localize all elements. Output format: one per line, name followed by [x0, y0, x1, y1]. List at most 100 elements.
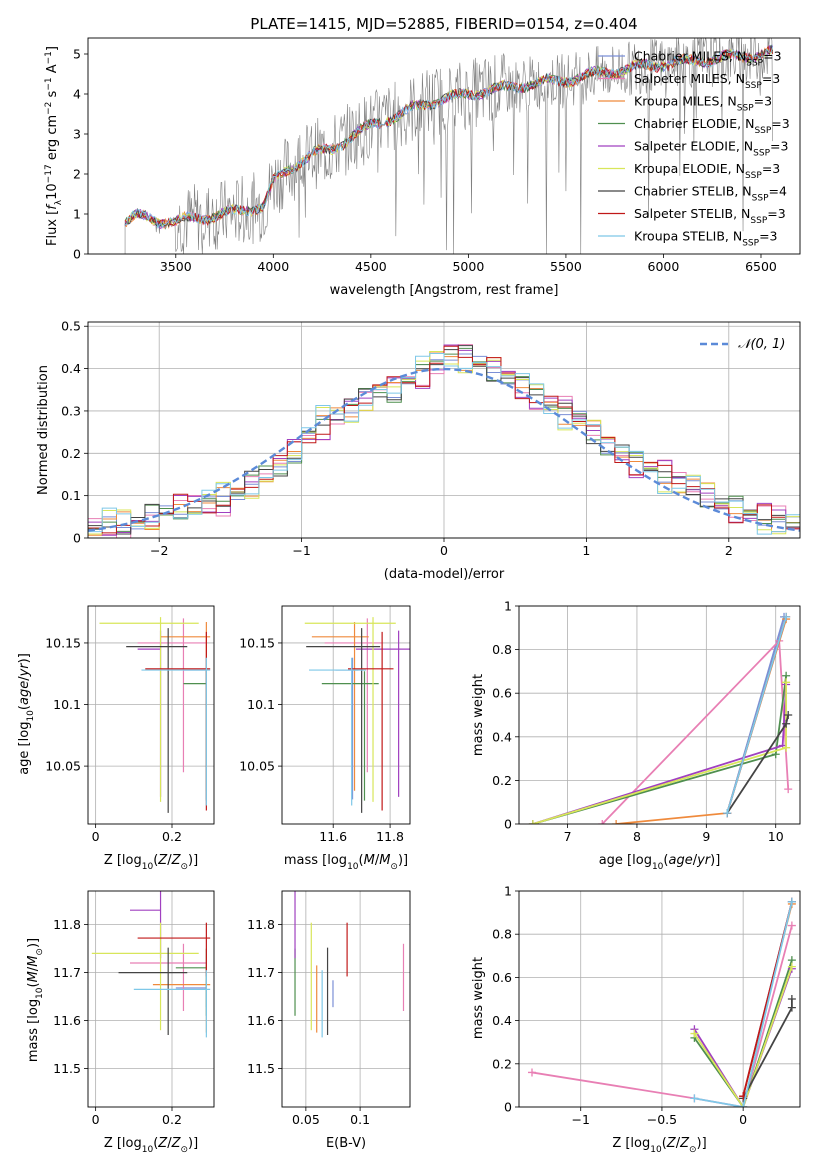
mass-weight-marker: [782, 743, 791, 752]
y-axis-label: mass weight: [471, 674, 486, 756]
chart-age-vs-z: 0 0.2 10.05 10.1 10.15 Z [log10(Z/Z⊙)] age [lo…: [17, 605, 215, 872]
mass-weight-line: [532, 682, 788, 824]
x-tick-label: 3500: [160, 259, 192, 274]
x-tick-label: 0: [92, 1112, 100, 1127]
x-axis-label: mass [log10(M/M⊙)]: [284, 853, 408, 872]
y-tick-label: 5: [73, 47, 81, 62]
plot-area: [99, 617, 211, 813]
axes-frame: [518, 890, 801, 1108]
x-axis-label: (data-model)/error: [384, 567, 505, 582]
mass-weight-marker: [782, 678, 791, 687]
y-tick-label: 0.6: [492, 686, 512, 701]
x-tick-label: 11.6: [319, 829, 347, 844]
axes-frame: [281, 605, 411, 825]
x-tick-label: 1: [582, 543, 590, 558]
x-axis-label: Z [log10(Z/Z⊙)]: [612, 1136, 706, 1155]
chart-residuals: −2 −1 0 1 2 0 0.1 0.2 0.3 0.4 0.5 (data-model)/erro…: [36, 319, 801, 582]
chart-mass-vs-z: 0 0.2 11.5 11.6 11.7 11.8 Z [log10(Z/Z⊙)] mass …: [26, 890, 215, 1155]
y-tick-label: 11.5: [247, 1061, 275, 1076]
mass-weight-line: [532, 684, 788, 824]
y-tick-label: 11.7: [247, 965, 275, 980]
mass-weight-marker: [787, 995, 796, 1003]
x-tick-label: 0: [739, 1112, 747, 1127]
plot-area: [304, 617, 410, 813]
x-axis-label: E(B-V): [326, 1136, 366, 1151]
mass-weight-marker: [528, 820, 537, 824]
y-tick-label: 1: [504, 599, 512, 614]
legend-entry-label: Kroupa MILES, NSSP=3: [634, 94, 772, 114]
y-tick-label: 0.1: [61, 488, 81, 503]
x-tick-label: 6500: [745, 259, 777, 274]
y-tick-label: 0.4: [492, 1013, 512, 1028]
y-tick-label: 10.1: [247, 697, 275, 712]
plot-area: [91, 891, 211, 1038]
axes-frame: [87, 605, 215, 825]
mass-weight-marker: [782, 719, 791, 728]
mass-weight-marker: [787, 921, 796, 930]
y-tick-label: 0.2: [61, 446, 81, 461]
y-tick-label: 11.8: [247, 917, 275, 932]
mass-weight-marker: [784, 785, 793, 794]
x-tick-label: 0.2: [162, 1112, 182, 1127]
y-tick-label: 0.4: [492, 729, 512, 744]
y-tick-label: 0: [504, 1100, 512, 1115]
x-tick-label: 5000: [452, 259, 484, 274]
y-tick-label: 0: [73, 247, 81, 262]
chart-weight-vs-z: −1 −0.5 0 0 0.2 0.4 0.6 0.8 1 Z [log10(Z/Z⊙)] mass…: [471, 884, 801, 1155]
mass-weight-marker: [527, 1068, 536, 1077]
mass-weight-marker: [782, 612, 791, 621]
x-tick-label: 0.2: [162, 829, 182, 844]
plot-area: [527, 897, 796, 1107]
residual-histogram-step: [88, 353, 800, 535]
y-tick-label: 11.8: [53, 917, 81, 932]
y-tick-label: 0: [504, 817, 512, 832]
mass-weight-marker: [612, 820, 621, 824]
x-tick-label: 8: [633, 829, 641, 844]
x-tick-label: −1: [292, 543, 310, 558]
y-tick-label: 3: [73, 127, 81, 142]
x-tick-label: 5500: [550, 259, 582, 274]
y-tick-label: 0.3: [61, 403, 81, 418]
y-tick-label: 2: [73, 167, 81, 182]
x-tick-label: 0.05: [292, 1112, 320, 1127]
y-tick-label: 10.15: [45, 635, 81, 650]
chart-weight-vs-age: 7 8 9 10 0 0.2 0.4 0.6 0.8 1 age [log10(age/yr)] ma…: [471, 599, 801, 872]
mass-weight-marker: [723, 809, 732, 818]
x-tick-label: 11.8: [376, 829, 404, 844]
y-tick-label: 11.7: [53, 965, 81, 980]
chart-mass-vs-ebv: 0.05 0.1 11.5 11.6 11.7 11.8 E(B-V): [247, 890, 411, 1151]
legend-entry-label: Salpeter STELIB, NSSP=3: [634, 206, 786, 226]
legend-entry-label: Kroupa STELIB, NSSP=3: [634, 229, 778, 249]
y-tick-label: 10.05: [239, 759, 275, 774]
x-tick-label: 6000: [648, 259, 680, 274]
y-axis-label: mass weight: [471, 957, 486, 1039]
x-tick-label: 10: [768, 829, 784, 844]
legend-entry-label: Chabrier MILES, NSSP=3: [634, 49, 782, 69]
y-tick-label: 11.6: [53, 1013, 81, 1028]
y-tick-label: 0.8: [492, 927, 512, 942]
y-axis-label: Flux [fλ10−17 erg cm−2 s−1 A−1]: [44, 46, 64, 246]
legend-entry-label: Kroupa ELODIE, NSSP=3: [634, 161, 780, 181]
axes-frame: [87, 890, 215, 1108]
mass-weight-marker: [598, 820, 607, 824]
legend-entry-label: Salpeter ELODIE, NSSP=3: [634, 139, 788, 159]
mass-weight-marker: [690, 1029, 699, 1038]
mass-weight-line: [693, 959, 793, 1107]
y-tick-label: 0.4: [61, 361, 81, 376]
y-tick-label: 10.15: [239, 635, 275, 650]
x-tick-label: 0: [92, 829, 100, 844]
spectrum-model-line: [125, 47, 774, 229]
y-tick-label: 0.5: [61, 319, 81, 334]
y-tick-label: 0: [73, 531, 81, 546]
x-tick-label: −2: [150, 543, 168, 558]
y-axis-label: Normed distribution: [36, 365, 51, 495]
mass-weight-line: [693, 966, 793, 1107]
y-tick-label: 0.8: [492, 642, 512, 657]
x-axis-label: Z [log10(Z/Z⊙)]: [104, 853, 198, 872]
axes-frame: [87, 321, 801, 539]
x-axis-label: wavelength [Angstrom, rest frame]: [330, 283, 559, 298]
normal-distribution-curve: [88, 367, 800, 532]
plot-area: [528, 612, 793, 824]
